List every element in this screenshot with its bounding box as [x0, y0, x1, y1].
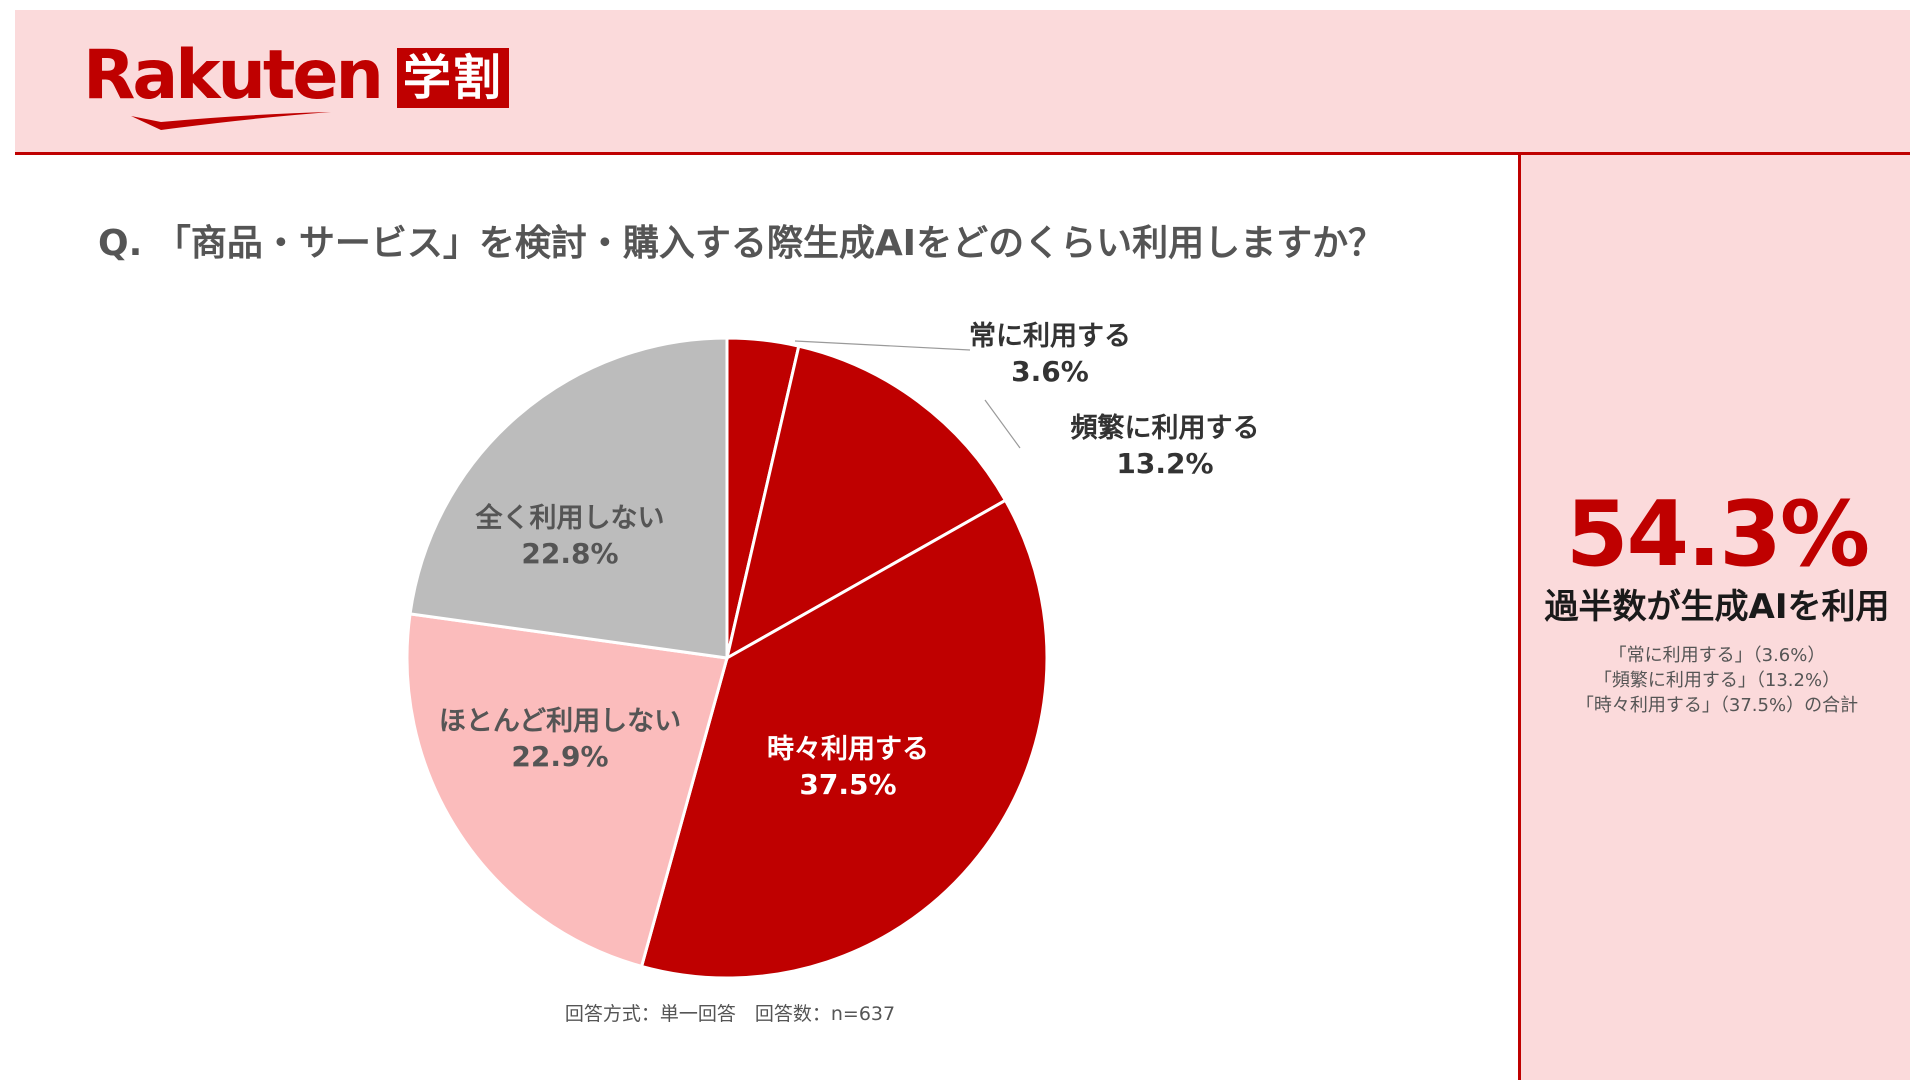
logo-badge: 学割 [396, 48, 509, 108]
slice-category-label: 全く利用しない [475, 502, 665, 534]
summary-note: 「時々利用する」（37.5%）の合計 [1575, 695, 1859, 716]
leader-line [794, 340, 971, 351]
response-footnote: 回答方式：単一回答 回答数：n=637 [564, 1003, 896, 1025]
summary-caption: 過半数が生成AIを利用 [1544, 587, 1890, 627]
summary-note: 「常に利用する」（3.6%） [1608, 645, 1826, 666]
pie-slices [405, 336, 1049, 980]
slice-value-label: 22.9% [511, 740, 608, 773]
header-band: Rakuten 学割 [15, 10, 1910, 155]
question-title: Q. 「商品・サービス」を検討・購入する際生成AIをどのくらい利用しますか？ [98, 223, 1385, 264]
slice-category-label: 時々利用する [767, 734, 929, 765]
leader-line [984, 399, 1021, 449]
summary-percentage: 54.3% [1565, 482, 1870, 587]
pie-slice [408, 336, 729, 660]
slice-category-label: ほとんど利用しない [439, 706, 681, 737]
pie-slice [639, 498, 1049, 980]
leader-lines [794, 340, 1021, 449]
slice-category-label: 頻繁に利用する [1071, 413, 1260, 444]
rakuten-gakuwari-logo: Rakuten 学割 [83, 38, 509, 138]
summary-notes: 「常に利用する」（3.6%） 「頻繁に利用する」（13.2%） 「時々利用する」… [1521, 643, 1913, 718]
slice-value-label: 3.6% [1011, 355, 1089, 388]
summary-panel: 54.3% 過半数が生成AIを利用 「常に利用する」（3.6%） 「頻繁に利用す… [1518, 155, 1910, 1080]
summary-note: 「頻繁に利用する」（13.2%） [1593, 670, 1841, 691]
slice-value-label: 37.5% [799, 768, 896, 801]
logo-swoosh-icon [131, 112, 331, 130]
logo-wordmark: Rakuten [83, 36, 384, 115]
pie-slice [724, 344, 1008, 661]
slice-value-label: 13.2% [1116, 447, 1213, 480]
slice-value-label: 22.8% [521, 537, 618, 570]
pie-slice [405, 612, 729, 969]
slice-category-label: 常に利用する [969, 321, 1131, 352]
